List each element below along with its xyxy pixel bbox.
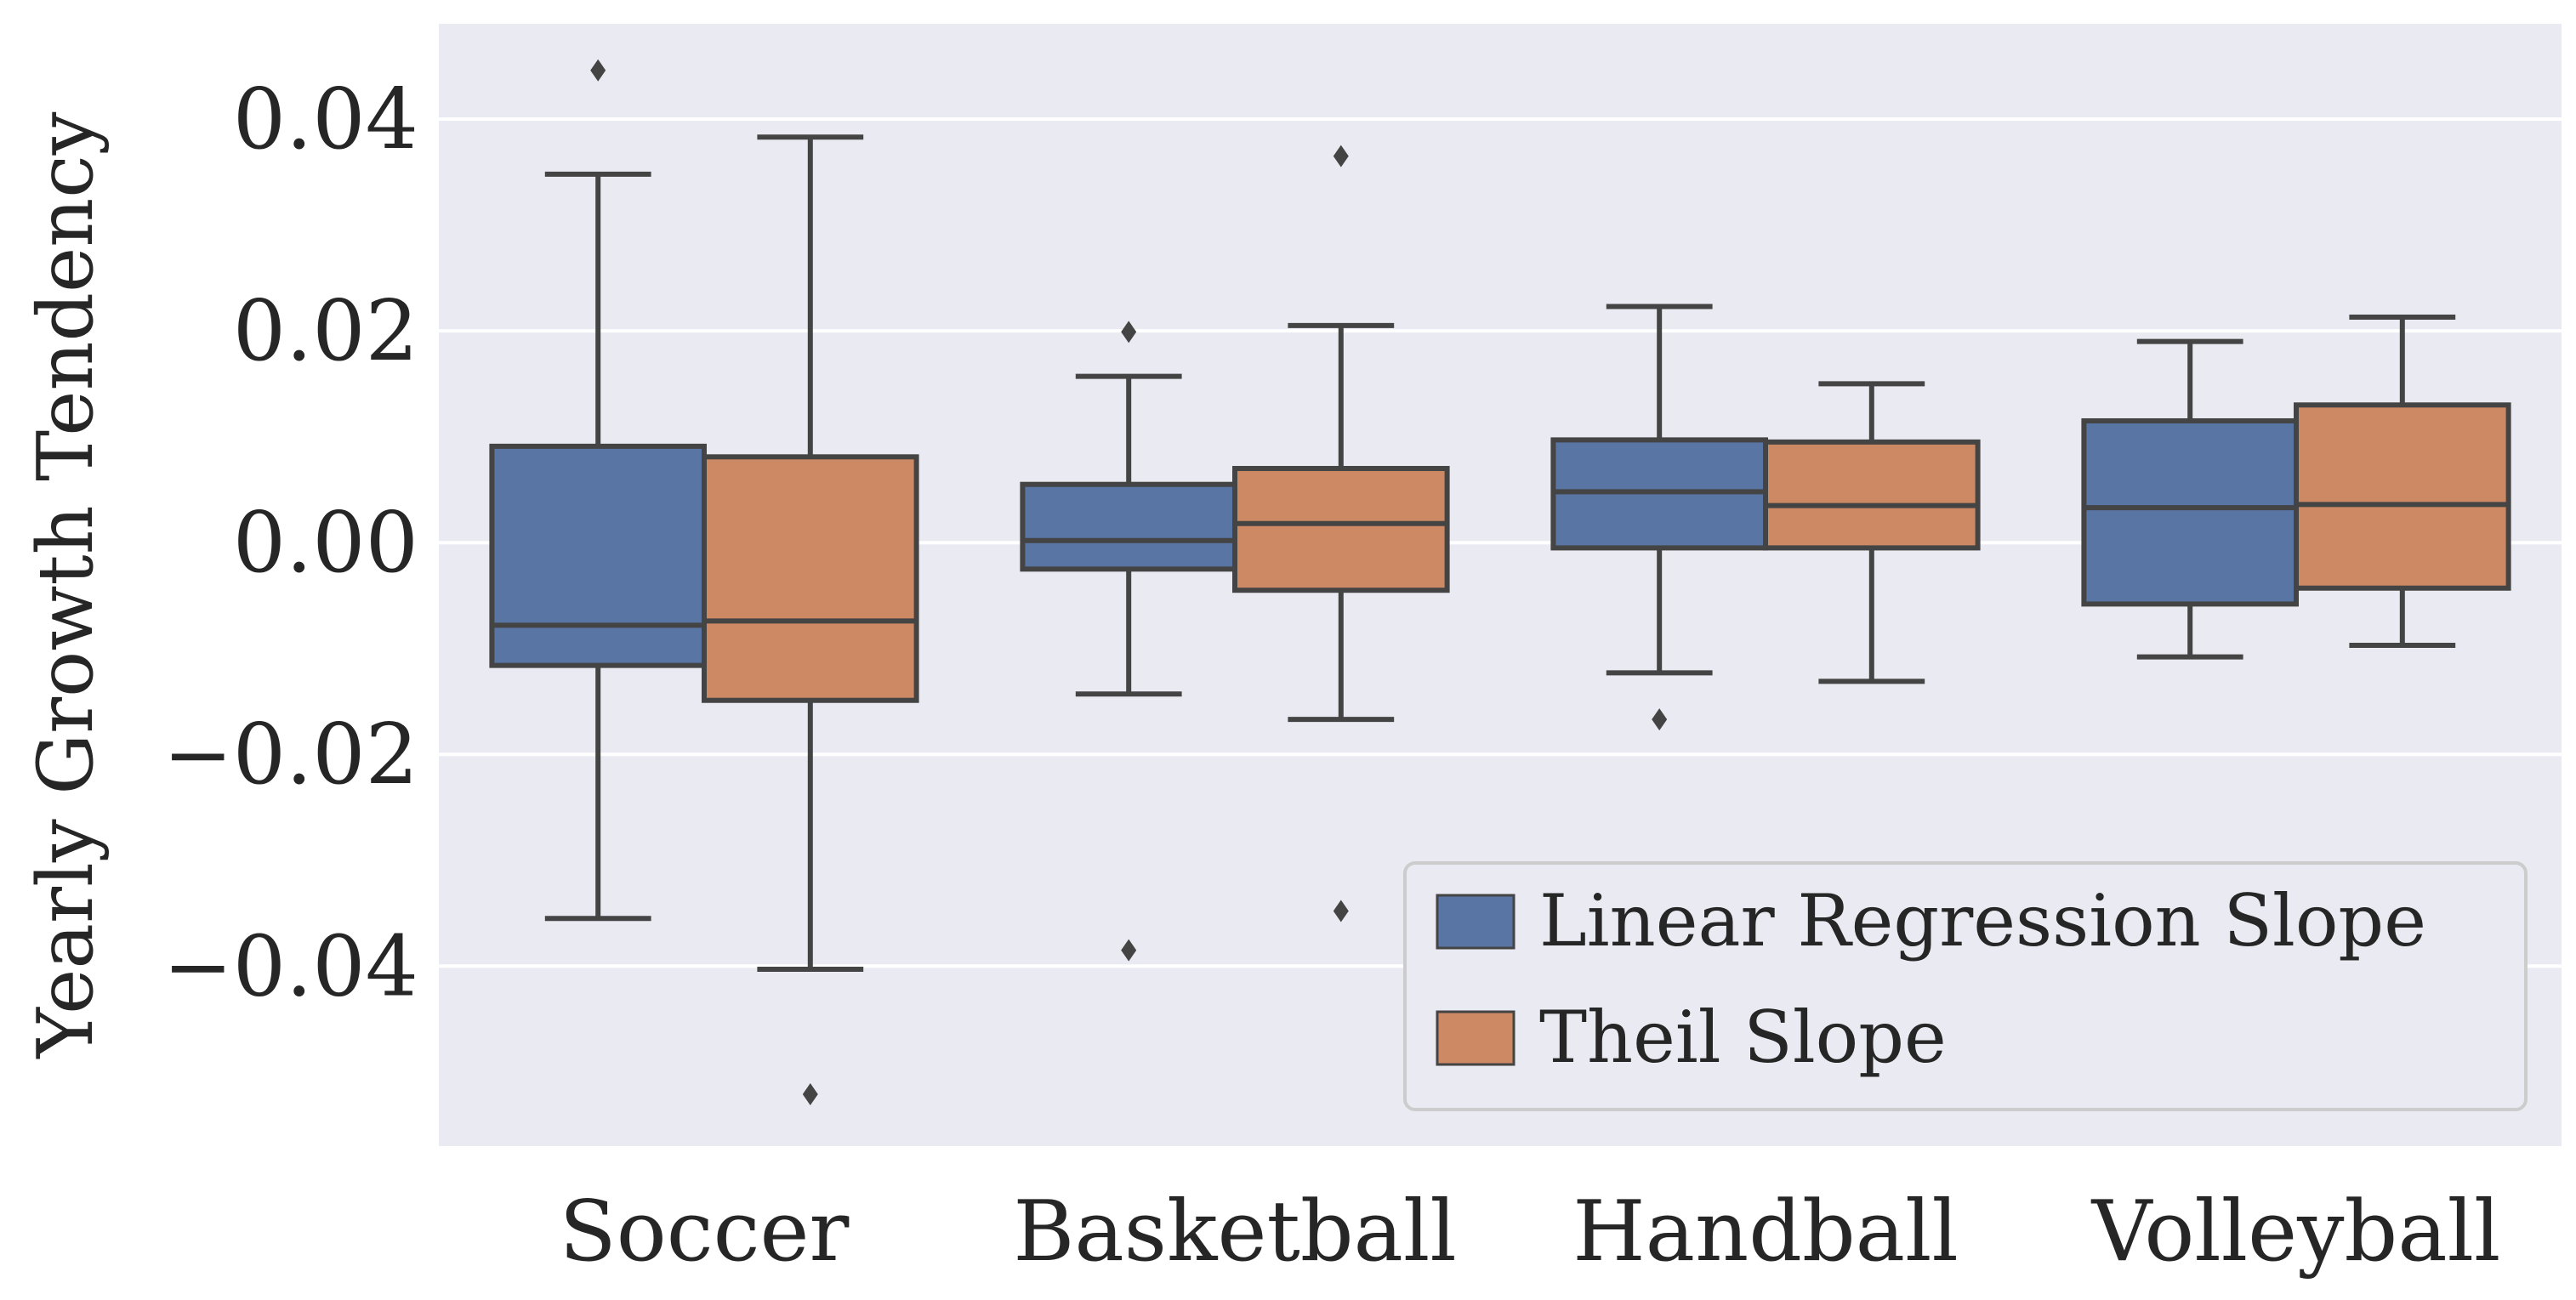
box: [1763, 439, 1981, 551]
legend-swatch-linear-regression-slope: [1436, 894, 1515, 950]
outlier-point: [1121, 321, 1137, 343]
box-group: [2294, 314, 2511, 648]
y-tick-label: −0.04: [163, 918, 418, 1015]
legend-frame: [1403, 861, 2528, 1111]
legend: Linear Regression Slope Theil Slope: [1403, 861, 2528, 1111]
box: [489, 443, 708, 668]
outlier-point: [802, 1082, 818, 1105]
x-tick-label: Basketball: [1013, 1184, 1456, 1280]
box: [2081, 417, 2299, 607]
box-group: [1550, 304, 1769, 731]
outlier-point: [590, 59, 606, 82]
y-tick-label: 0.04: [233, 71, 418, 168]
outlier-point: [1333, 145, 1349, 167]
x-tick-label: Volleyball: [2091, 1184, 2501, 1280]
box-group: [2081, 338, 2299, 660]
y-axis-title: Yearly Growth Tendency: [21, 111, 111, 1059]
y-tick-labels: −0.04 −0.02 0.00 0.02 0.04: [163, 71, 418, 1015]
box: [702, 454, 919, 703]
x-tick-label: Soccer: [560, 1184, 850, 1280]
legend-label-linear-regression-slope: Linear Regression Slope: [1539, 879, 2426, 962]
legend-swatch-theil-slope: [1436, 1010, 1515, 1066]
x-tick-label: Handball: [1572, 1184, 1959, 1280]
box-group: [1232, 145, 1450, 922]
legend-label-theil-slope: Theil Slope: [1539, 996, 1947, 1079]
boxes: [489, 59, 2511, 1105]
outlier-point: [1652, 708, 1668, 731]
box: [1020, 481, 1238, 572]
y-tick-label: 0.02: [233, 283, 418, 380]
box-group: [1763, 381, 1981, 684]
x-tick-labels: Soccer Basketball Handball Volleyball: [560, 1184, 2501, 1280]
box: [2294, 402, 2511, 591]
box-group: [489, 59, 708, 922]
y-tick-label: 0.00: [233, 495, 418, 592]
box-group: [702, 134, 919, 1105]
box-group: [1020, 321, 1238, 962]
outlier-point: [1333, 900, 1349, 922]
box: [1232, 466, 1450, 593]
outlier-point: [1121, 939, 1137, 962]
y-tick-label: −0.02: [163, 707, 418, 803]
